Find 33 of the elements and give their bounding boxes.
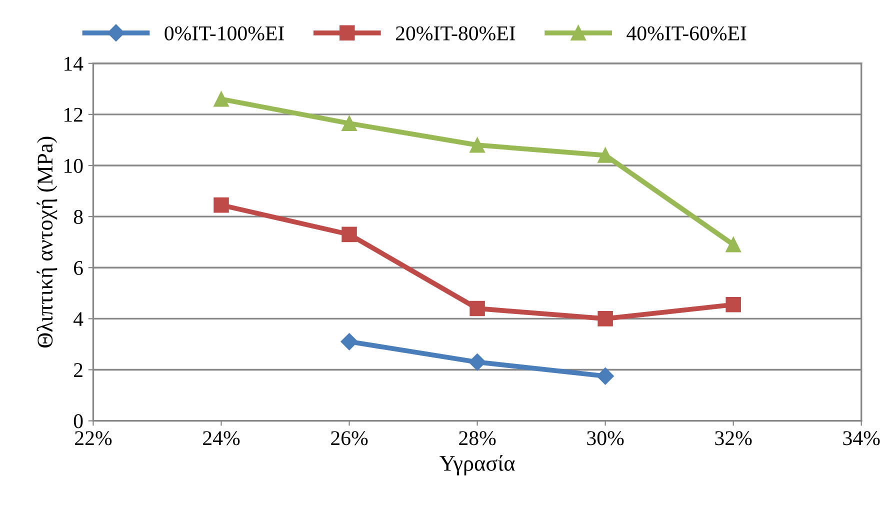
point (214, 91, 229, 107)
point (598, 148, 613, 163)
y-tick-label: 2 (74, 363, 82, 377)
legend-label: 0%IT-100%EI (164, 26, 284, 40)
x-tick-label: 24% (203, 431, 240, 446)
point (342, 116, 357, 132)
point (340, 333, 358, 350)
x-tick-label: 22% (75, 431, 112, 446)
x-tick-label: 30% (587, 431, 624, 446)
x-tick-label: 32% (715, 431, 752, 446)
point (470, 300, 485, 316)
y-tick-label: 8 (74, 210, 83, 224)
point (214, 197, 229, 213)
point (468, 354, 486, 371)
point (598, 311, 613, 326)
y-tick-label: 12 (64, 108, 82, 122)
y-tick-label: 14 (64, 56, 84, 71)
y-tick-label: 6 (74, 261, 83, 276)
x-tick-label: 26% (331, 431, 368, 446)
point (470, 137, 485, 153)
legend-label: 40%IT-60%EI (626, 26, 746, 40)
y-tick-label: 4 (74, 312, 84, 326)
point (726, 297, 741, 312)
point (596, 368, 614, 385)
y-axis-title: Θλιπτική αντοχή (MPa) (36, 136, 58, 348)
x-tick-label: 34% (843, 431, 880, 446)
y-tick-label: 10 (64, 158, 83, 173)
x-axis-title: Υγρασία (440, 454, 515, 476)
legend-label: 20%IT-80%EI (396, 26, 516, 40)
y-tick-label: 0 (74, 414, 83, 428)
x-tick-label: 28% (459, 431, 496, 446)
point (726, 237, 741, 252)
point (342, 226, 357, 242)
